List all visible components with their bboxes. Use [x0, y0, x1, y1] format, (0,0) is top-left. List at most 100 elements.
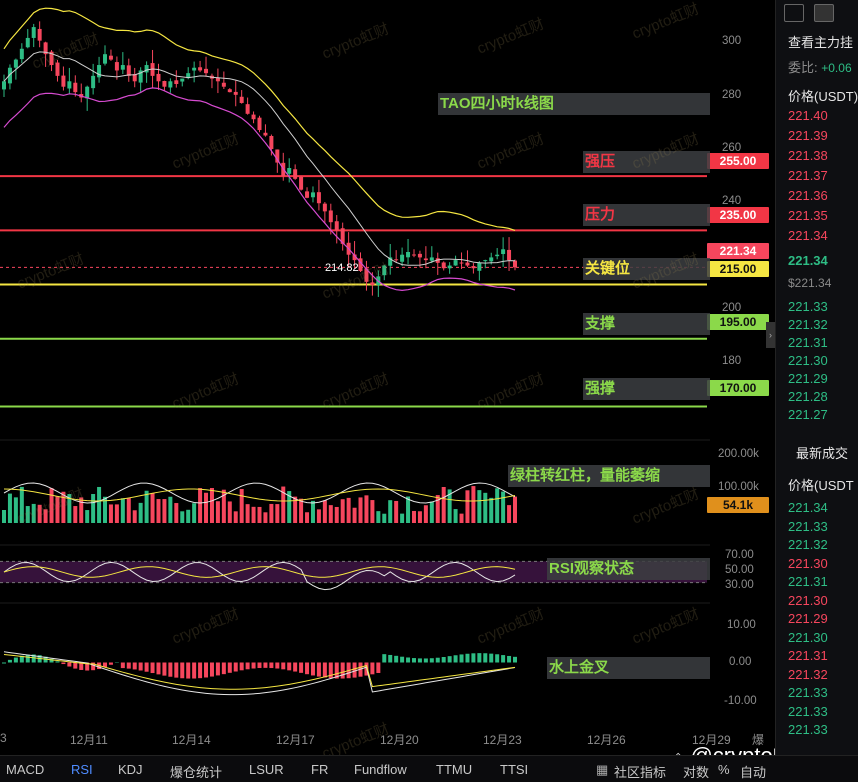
- level-tag-strong-resistance: 255.00: [707, 153, 769, 169]
- bid-price-row[interactable]: 221.31: [788, 335, 828, 350]
- volume-bar: [329, 505, 333, 523]
- volume-bar: [311, 501, 315, 523]
- ask-price-row[interactable]: 221.38: [788, 148, 828, 163]
- trades-price-header: 价格(USDT: [788, 475, 854, 494]
- volume-bar: [198, 488, 202, 523]
- tab-lsur[interactable]: LSUR: [249, 762, 284, 777]
- candle-body: [471, 266, 475, 268]
- macd-histogram-bar: [376, 663, 380, 673]
- macd-histogram-bar: [489, 654, 493, 663]
- tab-rsi[interactable]: RSI: [71, 762, 93, 777]
- trades-title: 最新成交: [796, 443, 848, 462]
- volume-bar: [156, 499, 160, 523]
- last-price-usd: $221.34: [788, 276, 831, 290]
- rsi-tick-50: 50.00: [725, 564, 754, 576]
- tab-percent[interactable]: %: [718, 762, 730, 777]
- macd-histogram-bar: [228, 663, 232, 673]
- candle-body: [115, 62, 119, 70]
- volume-bar: [483, 493, 487, 523]
- candle-body: [73, 83, 77, 92]
- volume-bar: [85, 510, 89, 523]
- orderbook-layout-icon[interactable]: [814, 4, 834, 22]
- volume-bar: [240, 489, 244, 523]
- macd-histogram-bar: [252, 663, 256, 669]
- macd-histogram-bar: [513, 657, 517, 663]
- macd-annotation: 水上金叉: [547, 657, 710, 679]
- toggle-orderbook-icon[interactable]: [784, 4, 804, 22]
- tab-kdj[interactable]: KDJ: [118, 762, 143, 777]
- macd-histogram-bar: [139, 663, 143, 671]
- community-indicator-icon[interactable]: ▦: [596, 762, 608, 778]
- tab-ttmu[interactable]: TTMU: [436, 762, 472, 777]
- trade-price-row: 221.33: [788, 722, 828, 737]
- volume-bar: [61, 492, 65, 523]
- macd-histogram-bar: [67, 663, 71, 667]
- trade-price-row: 221.33: [788, 685, 828, 700]
- volume-bar: [139, 503, 143, 523]
- macd-histogram-bar: [121, 663, 125, 669]
- volume-tick-200k: 200.00k: [718, 448, 759, 460]
- volume-bar: [454, 509, 458, 523]
- volume-bar: [246, 504, 250, 523]
- panel-collapse-handle[interactable]: ›: [766, 322, 775, 348]
- ask-price-row[interactable]: 221.39: [788, 128, 828, 143]
- ask-price-row[interactable]: 221.37: [788, 168, 828, 183]
- price-tick-200: 200: [722, 302, 741, 314]
- volume-bar: [174, 503, 178, 523]
- ask-price-row[interactable]: 221.36: [788, 188, 828, 203]
- bid-price-row[interactable]: 221.30: [788, 353, 828, 368]
- ask-price-row[interactable]: 221.40: [788, 108, 828, 123]
- tab-community-indicators[interactable]: 社区指标: [614, 762, 666, 781]
- volume-bar: [14, 497, 18, 523]
- trade-price-row: 221.31: [788, 574, 828, 589]
- macd-histogram-bar: [127, 663, 131, 669]
- tab-macd[interactable]: MACD: [6, 762, 44, 777]
- candle-body: [507, 250, 511, 260]
- volume-bar: [299, 499, 303, 523]
- macd-histogram-bar: [204, 663, 208, 678]
- macd-histogram-bar: [216, 663, 220, 676]
- rsi-tick-70: 70.00: [725, 549, 754, 561]
- volume-tick-100k: 100.00k: [718, 481, 759, 493]
- level-tag-key: 215.00: [707, 261, 769, 277]
- candle-body: [400, 255, 404, 262]
- macd-histogram-bar: [186, 663, 190, 679]
- candle-body: [269, 136, 273, 149]
- date-tick-3: 12月17: [276, 731, 315, 748]
- volume-bar: [317, 509, 321, 523]
- volume-bar: [26, 506, 30, 523]
- bid-price-row[interactable]: 221.33: [788, 299, 828, 314]
- orderbook-title[interactable]: 查看主力挂: [788, 32, 853, 51]
- volume-bar: [400, 514, 404, 523]
- candle-body: [26, 38, 30, 47]
- volume-bar: [133, 510, 137, 523]
- volume-bar: [430, 502, 434, 523]
- tab-ttsi[interactable]: TTSI: [500, 762, 528, 777]
- candle-body: [246, 104, 250, 114]
- ask-price-row[interactable]: 221.35: [788, 208, 828, 223]
- trade-price-row: 221.29: [788, 611, 828, 626]
- macd-histogram-bar: [477, 653, 481, 662]
- chart-area[interactable]: 300 280 260 240 200 180 255.00 235.00 22…: [0, 0, 775, 755]
- candle-body: [287, 168, 291, 174]
- branding-logo-text: ◈ @crypto虹财: [672, 738, 775, 755]
- tab-log-scale[interactable]: 对数: [683, 762, 709, 781]
- tab-fr[interactable]: FR: [311, 762, 328, 777]
- tab-auto[interactable]: 自动: [740, 762, 766, 781]
- tab-fundflow[interactable]: Fundflow: [354, 762, 407, 777]
- candle-body: [430, 257, 434, 260]
- bid-price-row[interactable]: 221.27: [788, 407, 828, 422]
- bid-price-row[interactable]: 221.29: [788, 371, 828, 386]
- candle-body: [192, 68, 196, 71]
- ask-price-row[interactable]: 221.34: [788, 228, 828, 243]
- candle-body: [418, 254, 422, 258]
- bid-price-row[interactable]: 221.32: [788, 317, 828, 332]
- candle-body: [258, 118, 262, 130]
- volume-bar: [471, 486, 475, 523]
- macd-tick-0: 0.00: [729, 656, 751, 668]
- bid-price-row[interactable]: 221.28: [788, 389, 828, 404]
- macd-histogram-bar: [234, 663, 238, 672]
- candle-body: [127, 65, 131, 76]
- tab-liquidation[interactable]: 爆仓统计: [170, 762, 222, 781]
